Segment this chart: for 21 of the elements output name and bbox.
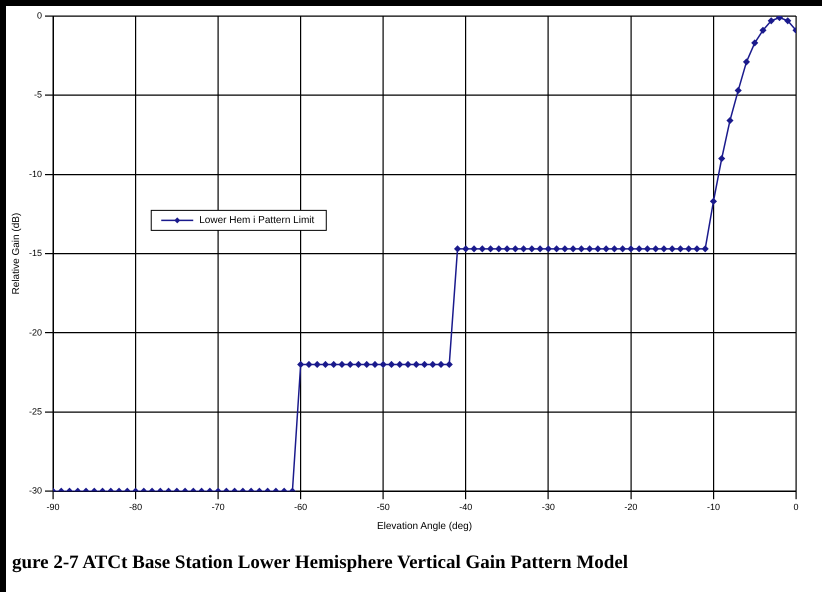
x-tick-label: -30 [542,502,555,512]
y-tick-label: -20 [28,327,42,338]
y-tick-label: -30 [28,486,42,496]
x-tick-label: -10 [706,502,720,512]
y-tick-label: -25 [28,406,42,416]
x-tick-label: -80 [129,502,142,512]
y-tick-label: -5 [34,90,42,100]
x-tick-label: -60 [294,502,308,512]
x-tick-label: -40 [459,502,472,512]
x-tick-label: -70 [212,502,225,512]
y-tick-label: 0 [36,10,42,20]
x-axis-title: Elevation Angle (deg) [376,520,472,532]
y-axis-title: Relative Gain (dB) [10,212,22,294]
legend-label: Lower Hem i Pattern Limit [199,215,314,226]
x-tick-label: 0 [793,502,799,512]
y-tick-label: -15 [28,248,42,258]
x-tick-label: -50 [376,502,390,512]
y-tick-label: -10 [28,168,42,179]
x-tick-label: -20 [624,502,638,512]
text: gure 2-7 ATCt Base Station Lower Hemisphere Vertical Gain Pattern Model [12,552,630,574]
x-tick-label: -90 [46,502,60,512]
